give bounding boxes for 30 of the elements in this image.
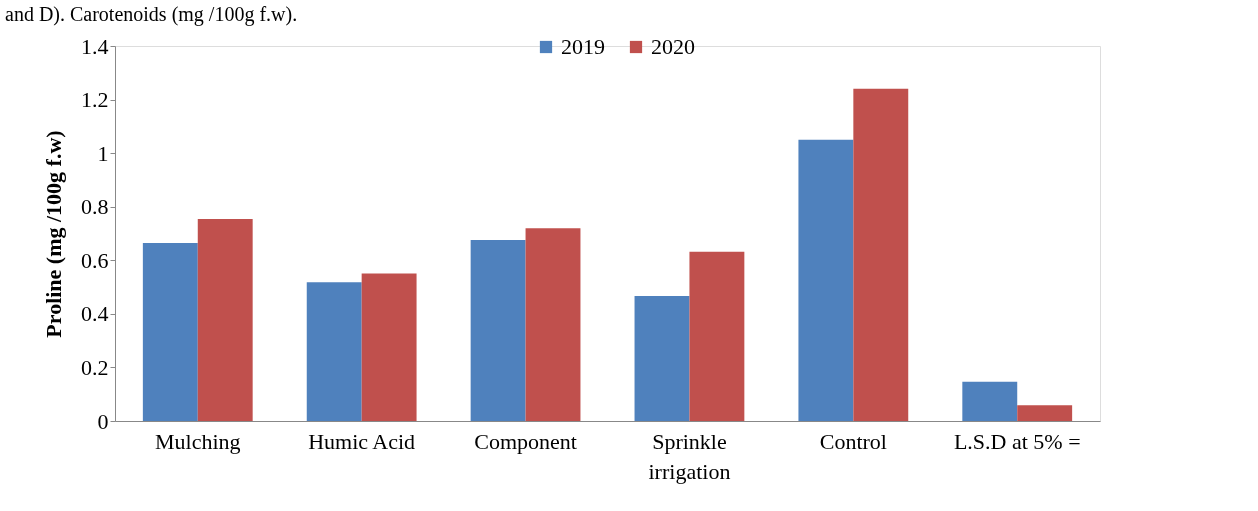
legend-label: 2020 (651, 34, 695, 59)
bar (525, 228, 581, 421)
bar (197, 219, 253, 421)
bar (798, 139, 854, 421)
bar (1017, 405, 1073, 421)
y-tick-label: 0 (97, 408, 109, 434)
y-tick-label: 0.4 (81, 301, 109, 327)
y-axis-title: Proline (mg /100g f.w) (41, 130, 66, 338)
y-tick-label: 0.2 (81, 354, 109, 380)
bar (361, 273, 417, 421)
y-tick-label: 1.2 (81, 87, 109, 113)
bar (142, 242, 198, 421)
bar (689, 251, 745, 421)
y-tick-label: 1 (97, 140, 109, 166)
legend-label: 2019 (561, 34, 605, 59)
x-tick-label: Mulching (154, 428, 241, 454)
bar (306, 282, 362, 421)
x-tick-label: L.S.D at 5% = (953, 428, 1081, 454)
x-tick-label: Humic Acid (308, 428, 416, 454)
bar (853, 88, 909, 421)
y-tick-label: 0.8 (81, 194, 109, 220)
y-tick-label: 0.6 (81, 247, 109, 273)
y-tick-label: 1.4 (81, 33, 109, 59)
bar (962, 381, 1018, 421)
x-tick-label: Sprinkle irrigation (648, 428, 731, 484)
x-tick-label: Control (819, 428, 887, 454)
x-tick-label: Component (474, 428, 577, 454)
bar (634, 295, 690, 421)
bar (470, 239, 526, 421)
text: and D). Carotenoids (mg /100g f.w). (5, 3, 298, 26)
